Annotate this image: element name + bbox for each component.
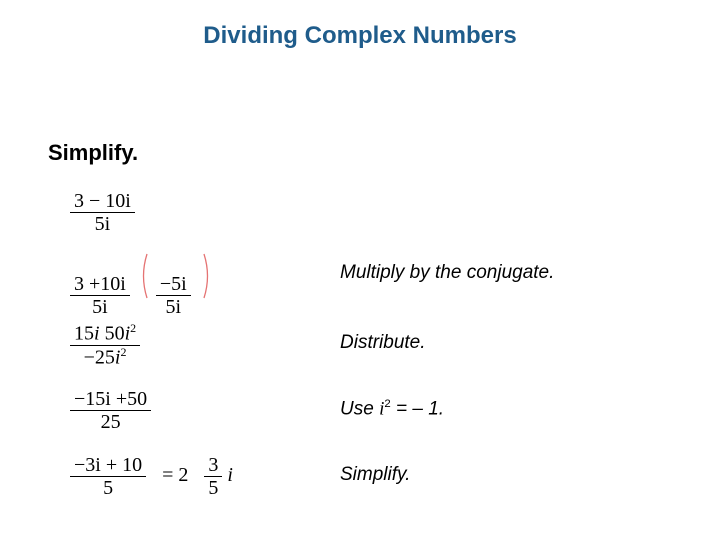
s3-den: 25	[70, 410, 151, 433]
step-0: 3 − 10i 5i	[70, 190, 135, 235]
s0-num: 3 − 10i	[74, 190, 131, 212]
s1-left-den: 5i	[70, 295, 130, 318]
s2-num: 15i 50i2	[70, 322, 140, 345]
s2-den: −25i2	[70, 345, 140, 369]
instruction: Simplify.	[48, 140, 138, 166]
annotation-3: Use i2 = – 1.	[340, 398, 444, 420]
step-4: −3i + 10 5 = 2 3 5 i	[70, 454, 233, 499]
s4-right-den: 5	[204, 476, 222, 499]
s4-right-num: 3	[204, 454, 222, 476]
s4-mid: = 2	[157, 464, 193, 486]
s4-tail: i	[227, 464, 233, 486]
annotation-2: Distribute.	[340, 332, 426, 354]
s1-right-den: 5i	[156, 295, 191, 318]
step-1: 3 +10i 5i −5i 5i	[70, 252, 212, 318]
open-paren-icon	[139, 252, 149, 300]
annotation-1: Multiply by the conjugate.	[340, 262, 554, 284]
frac-original: 3 − 10i 5i	[70, 190, 135, 235]
s1-right-num: −5i	[156, 273, 191, 295]
frac-final-left: −3i + 10 5	[70, 454, 146, 499]
s3-num: −15i +50	[70, 388, 151, 410]
s1-left-num: 3 +10i	[70, 273, 130, 295]
annotation-4: Simplify.	[340, 464, 410, 486]
step-2: 15i 50i2 −25i2	[70, 322, 140, 368]
s4-left-num: −3i + 10	[70, 454, 146, 476]
frac-final-right: 3 5	[204, 454, 222, 499]
step-3: −15i +50 25	[70, 388, 151, 433]
frac-conjugate: −5i 5i	[156, 273, 191, 318]
s4-left-den: 5	[70, 476, 146, 499]
frac-left: 3 +10i 5i	[70, 273, 130, 318]
frac-distribute: 15i 50i2 −25i2	[70, 322, 140, 368]
s0-den: 5i	[95, 213, 111, 235]
page-title: Dividing Complex Numbers	[0, 22, 720, 50]
frac-after-i2: −15i +50 25	[70, 388, 151, 433]
close-paren-icon	[202, 252, 212, 300]
